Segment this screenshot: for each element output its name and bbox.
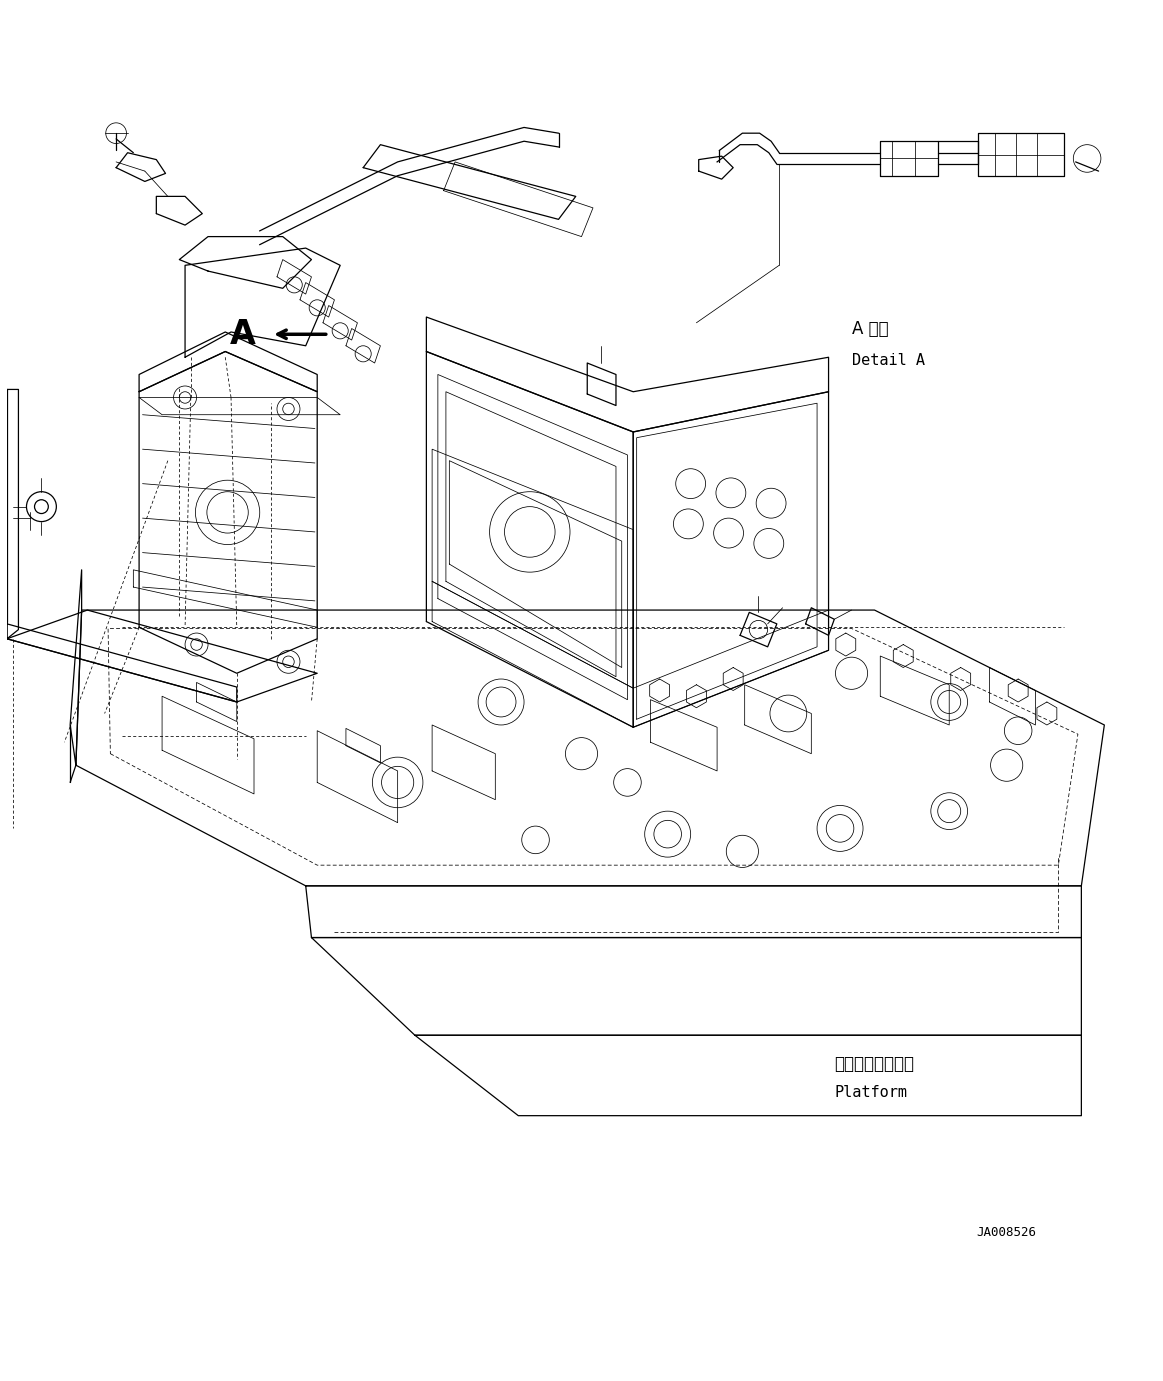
Text: プラットフォーム: プラットフォーム — [834, 1055, 914, 1073]
Text: Platform: Platform — [834, 1085, 907, 1101]
Text: A 詳細: A 詳細 — [851, 319, 889, 337]
Text: Detail A: Detail A — [851, 354, 925, 369]
Text: A: A — [229, 318, 256, 351]
Text: JA008526: JA008526 — [977, 1226, 1036, 1239]
